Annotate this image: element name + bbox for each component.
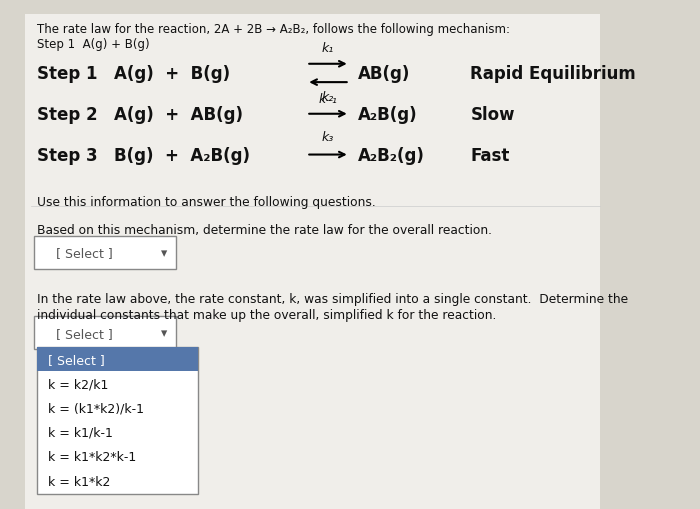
- Text: individual constants that make up the overall, simplified k for the reaction.: individual constants that make up the ov…: [37, 308, 496, 321]
- Text: k = k1*k2*k-1: k = k1*k2*k-1: [48, 450, 136, 464]
- Text: In the rate law above, the rate constant, k, was simplified into a single consta: In the rate law above, the rate constant…: [37, 293, 629, 305]
- Text: k₂: k₂: [322, 91, 334, 103]
- Text: Based on this mechanism, determine the rate law for the overall reaction.: Based on this mechanism, determine the r…: [37, 224, 492, 237]
- Text: k = (k1*k2)/k-1: k = (k1*k2)/k-1: [48, 402, 144, 415]
- Text: Step 3: Step 3: [37, 146, 98, 164]
- Text: k = k2/k1: k = k2/k1: [48, 377, 108, 390]
- FancyBboxPatch shape: [34, 237, 176, 270]
- Text: k₃: k₃: [322, 131, 334, 144]
- FancyBboxPatch shape: [34, 317, 176, 350]
- Text: AB(g): AB(g): [358, 65, 410, 83]
- Text: A(g)  +  B(g): A(g) + B(g): [115, 65, 230, 83]
- Text: A₂B(g): A₂B(g): [358, 105, 417, 124]
- FancyBboxPatch shape: [37, 347, 198, 494]
- FancyBboxPatch shape: [25, 15, 601, 509]
- Text: Step 1: Step 1: [37, 65, 97, 83]
- Text: [ Select ]: [ Select ]: [48, 353, 105, 366]
- Text: The rate law for the reaction, 2A + 2B → A₂B₂, follows the following mechanism:: The rate law for the reaction, 2A + 2B →…: [37, 23, 510, 36]
- Text: k = k1/k-1: k = k1/k-1: [48, 426, 113, 439]
- Text: A(g)  +  AB(g): A(g) + AB(g): [115, 105, 244, 124]
- Text: Step 1  A(g) + B(g): Step 1 A(g) + B(g): [37, 38, 150, 51]
- Text: ▾: ▾: [161, 327, 167, 340]
- Text: B(g)  +  A₂B(g): B(g) + A₂B(g): [115, 146, 251, 164]
- Text: Use this information to answer the following questions.: Use this information to answer the follo…: [37, 196, 376, 209]
- Text: Slow: Slow: [470, 105, 514, 124]
- Text: ▾: ▾: [161, 246, 167, 260]
- Text: Rapid Equilibrium: Rapid Equilibrium: [470, 65, 636, 83]
- Text: k₋₁: k₋₁: [318, 93, 337, 106]
- Text: k₁: k₁: [322, 42, 334, 54]
- Text: Fast: Fast: [470, 146, 510, 164]
- Text: [ Select ]: [ Select ]: [56, 327, 113, 340]
- FancyBboxPatch shape: [37, 347, 198, 372]
- Text: k = k1*k2: k = k1*k2: [48, 475, 111, 488]
- Text: [ Select ]: [ Select ]: [56, 246, 113, 260]
- Text: A₂B₂(g): A₂B₂(g): [358, 146, 425, 164]
- Text: Step 2: Step 2: [37, 105, 98, 124]
